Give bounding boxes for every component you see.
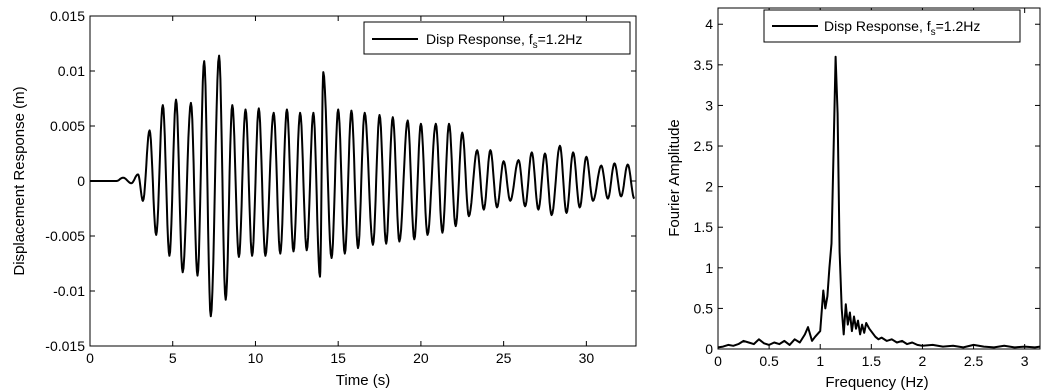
axes-frame-2 xyxy=(717,7,1041,350)
y-tick-label: 4 xyxy=(705,16,713,32)
legend-label-2: Disp Response, fs=1.2Hz xyxy=(824,18,980,38)
y-tick-label: 0.5 xyxy=(694,300,714,316)
x-tick-label: 0 xyxy=(86,350,94,366)
x-tick-label: 20 xyxy=(413,350,429,366)
x-tick-label: 15 xyxy=(330,350,346,366)
y-tick-label: 3.5 xyxy=(694,57,714,73)
y-tick-label: 3 xyxy=(705,97,713,113)
y-tick-label: 0.005 xyxy=(50,118,85,134)
y-tick-label: 0 xyxy=(77,173,85,189)
fourier-chart: 0 0.5 1 1.5 2 2.5 3 0 0.5 1 1.5 2 2.5 3 3.5 4 Frequenc… xyxy=(666,7,1041,391)
x-tick-label: 3 xyxy=(1021,353,1029,369)
legend-label-1: Disp Response, fs=1.2Hz xyxy=(426,31,582,51)
x-tick-label: 30 xyxy=(579,350,595,366)
axes-frame-1 xyxy=(89,15,637,347)
x-tick-label: 25 xyxy=(496,350,512,366)
y-axis-ticks-2: 0 0.5 1 1.5 2 2.5 3 3.5 4 xyxy=(694,16,1040,357)
y-tick-label: 1.5 xyxy=(694,219,714,235)
x-tick-label: 10 xyxy=(248,350,264,366)
y-tick-label: 0.015 xyxy=(50,8,85,24)
y-tick-label: 2 xyxy=(705,179,713,195)
y-axis-label-2: Fourier Amplitude xyxy=(666,119,683,237)
displacement-chart: 0 5 10 15 20 25 30 -0.015 -0.01 -0.005 0 0.005 0.01… xyxy=(11,8,637,389)
x-axis-ticks-1: 0 5 10 15 20 25 30 xyxy=(86,16,594,366)
x-tick-label: 2.5 xyxy=(964,353,984,369)
y-tick-label: 2.5 xyxy=(694,138,714,154)
x-tick-label: 5 xyxy=(169,350,177,366)
y-tick-label: -0.005 xyxy=(45,228,85,244)
y-axis-ticks-1: -0.015 -0.01 -0.005 0 0.005 0.01 0.015 xyxy=(45,8,636,354)
y-tick-label: 0.01 xyxy=(58,63,85,79)
x-axis-label-1: Time (s) xyxy=(336,372,390,389)
x-tick-label: 2 xyxy=(919,353,927,369)
x-tick-label: 1.5 xyxy=(862,353,882,369)
x-axis-label-2: Frequency (Hz) xyxy=(825,374,928,391)
y-tick-label: -0.01 xyxy=(53,283,85,299)
y-axis-label-1: Displacement Response (m) xyxy=(11,86,28,275)
x-tick-label: 0 xyxy=(714,353,722,369)
y-tick-label: 0 xyxy=(705,341,713,357)
x-tick-label: 0.5 xyxy=(759,353,779,369)
legend-2: Disp Response, fs=1.2Hz xyxy=(763,9,1021,43)
y-tick-label: 1 xyxy=(705,260,713,276)
displacement-series-line xyxy=(90,54,636,318)
x-tick-label: 1 xyxy=(816,353,824,369)
legend-1: Disp Response, fs=1.2Hz xyxy=(363,21,631,55)
plot-area-1 xyxy=(90,16,636,346)
plot-area-2 xyxy=(718,8,1040,349)
y-tick-label: -0.015 xyxy=(45,338,85,354)
fourier-series-line xyxy=(717,55,1041,349)
